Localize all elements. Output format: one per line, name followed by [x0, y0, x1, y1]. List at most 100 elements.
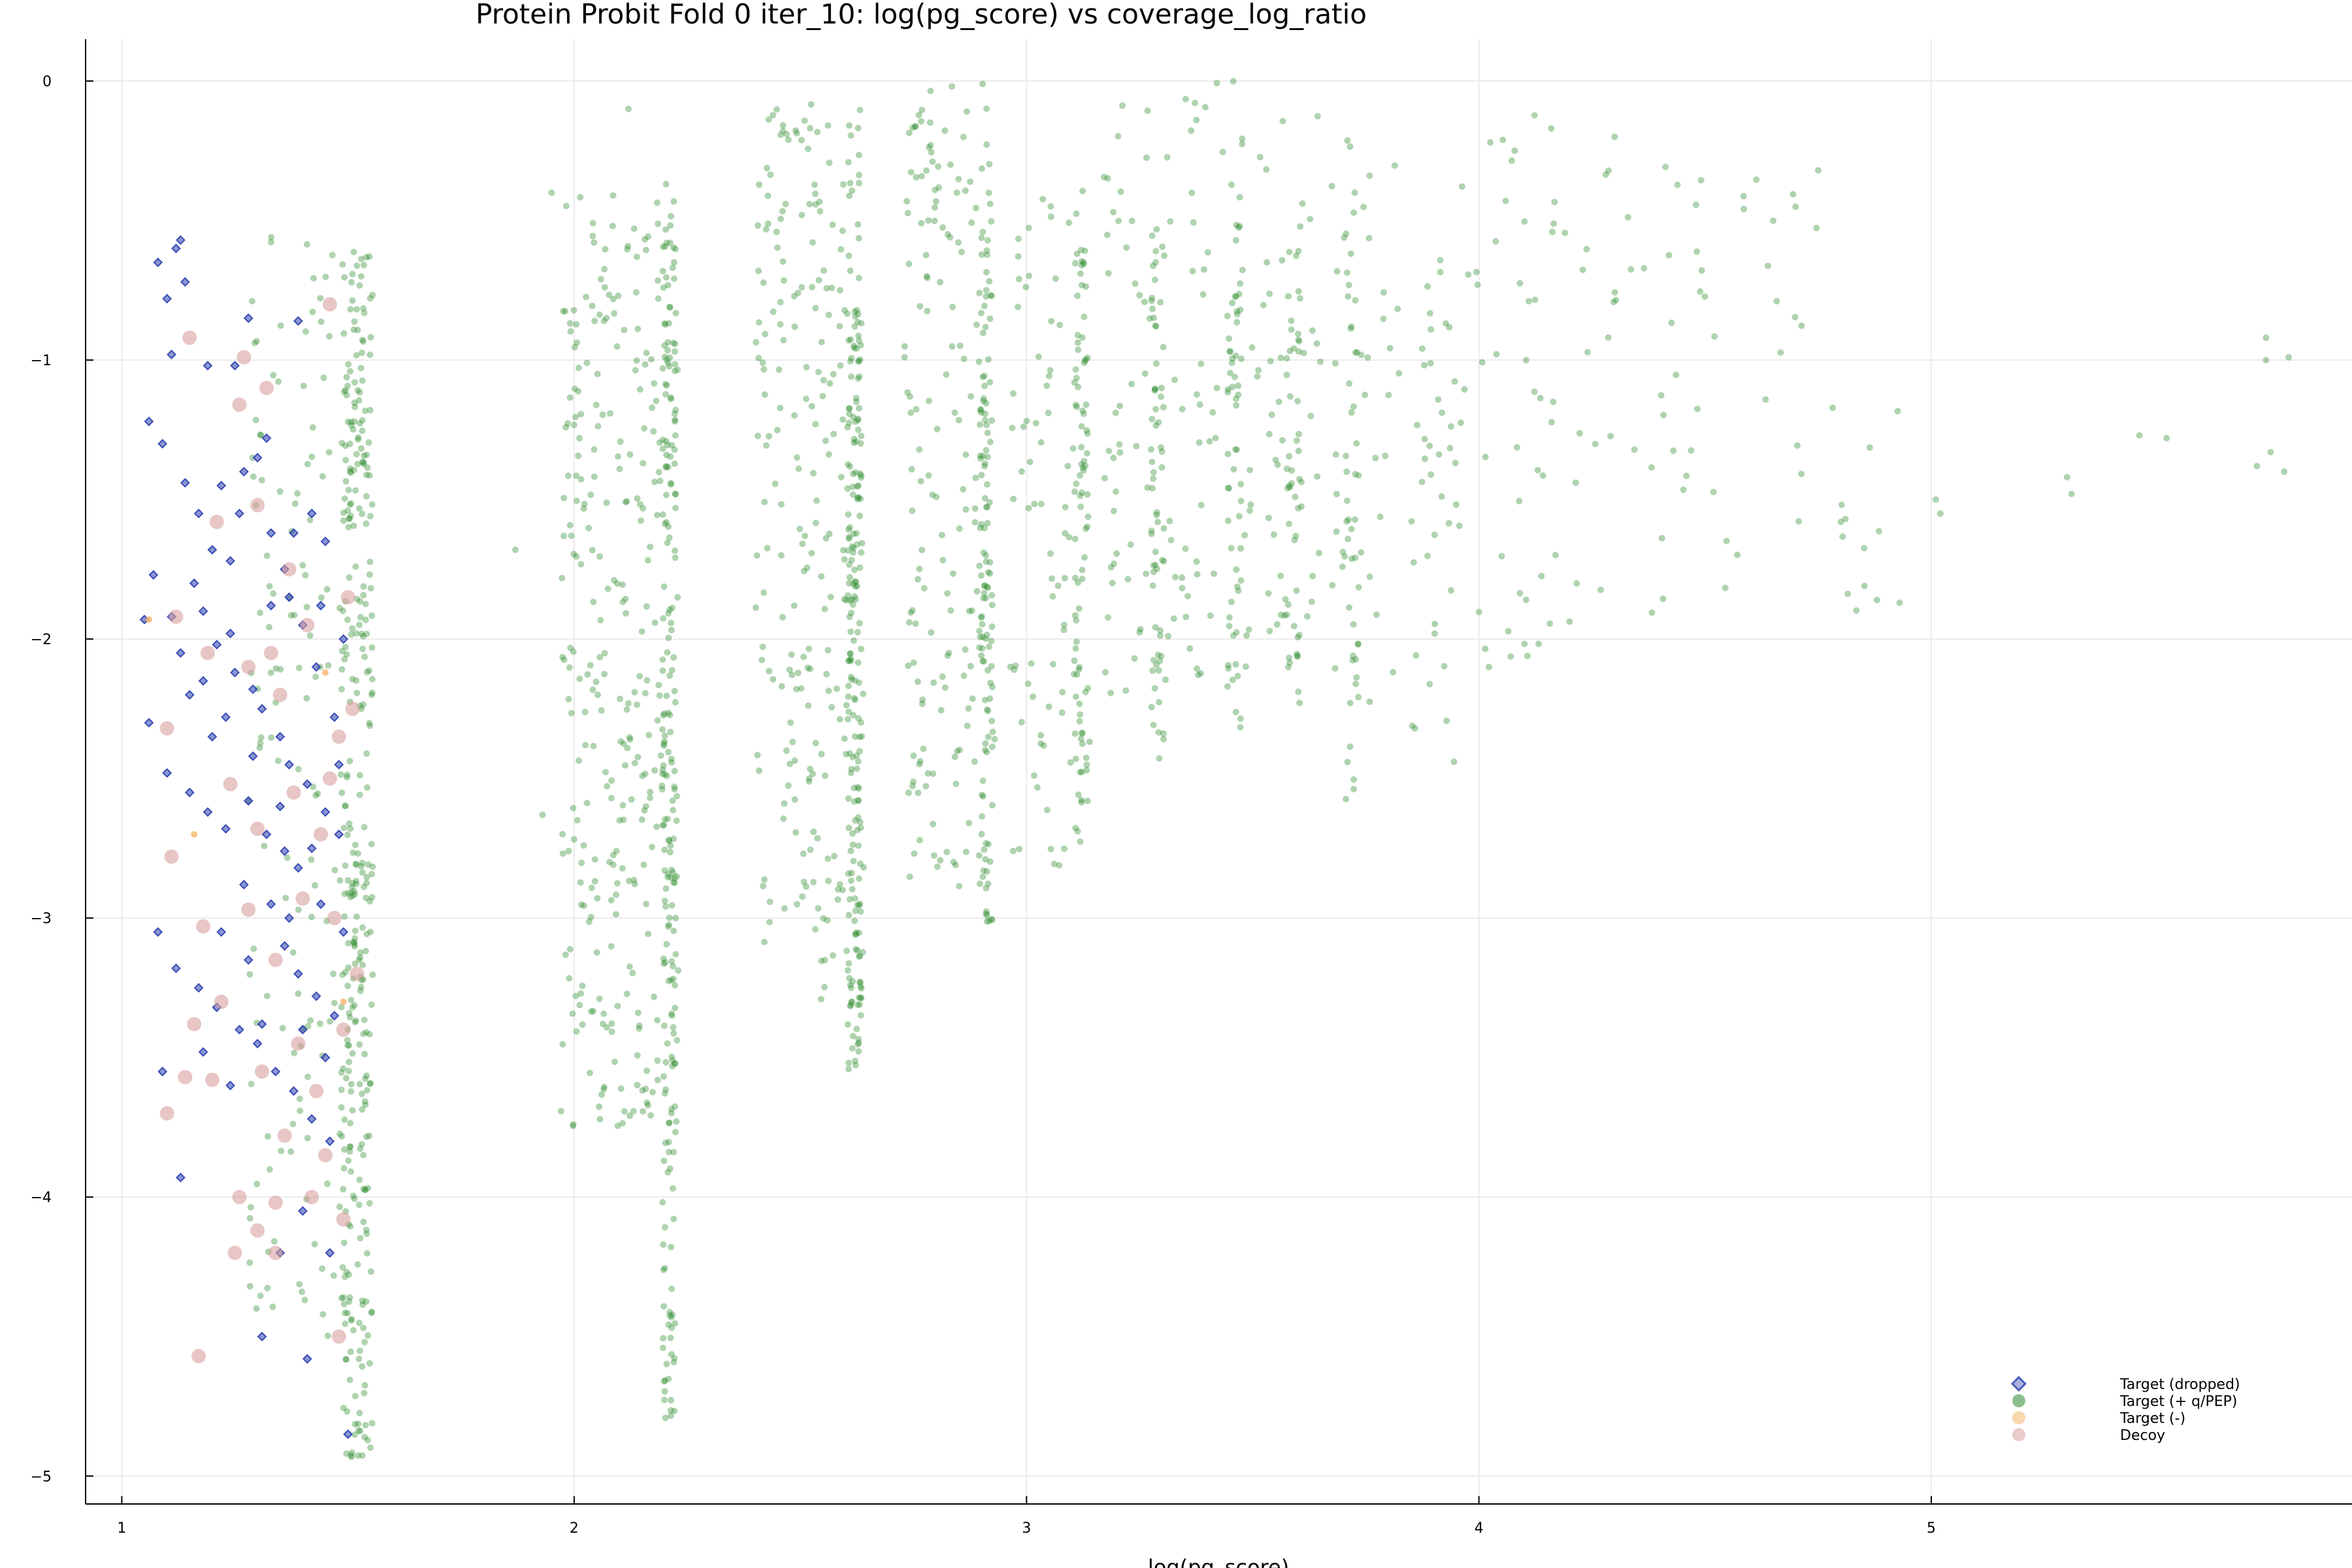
target-q-pep-point: [359, 417, 366, 424]
target-q-pep-point: [668, 1010, 675, 1017]
target-q-pep-point: [1482, 453, 1489, 461]
target-q-pep-point: [836, 715, 843, 723]
target-dropped-point: [171, 963, 181, 973]
target-q-pep-point: [580, 841, 587, 849]
target-q-pep-point: [660, 762, 667, 769]
target-q-pep-point: [1573, 580, 1580, 587]
target-q-pep-point: [648, 843, 655, 851]
target-q-pep-point: [846, 613, 853, 621]
target-q-pep-point: [1631, 446, 1638, 453]
target-q-pep-point: [1447, 587, 1454, 594]
target-q-pep-point: [668, 1012, 676, 1019]
target-q-pep-point: [575, 365, 582, 372]
target-q-pep-point: [1141, 370, 1149, 377]
target-q-pep-point: [849, 483, 857, 491]
target-q-pep-point: [850, 544, 857, 551]
y-tick-label: −5: [31, 1469, 52, 1485]
target-q-pep-point: [664, 1040, 671, 1047]
target-dropped-point: [334, 759, 344, 770]
target-q-pep-point: [820, 267, 827, 274]
target-q-pep-point: [343, 374, 350, 381]
target-q-pep-point: [1286, 248, 1293, 255]
target-q-pep-point: [1475, 608, 1482, 615]
target-q-pep-point: [949, 303, 956, 310]
target-q-pep-point: [774, 244, 781, 251]
target-q-pep-point: [569, 1010, 576, 1017]
target-q-pep-point: [342, 442, 349, 449]
target-q-pep-point: [1224, 312, 1231, 319]
target-q-pep-point: [589, 233, 596, 240]
target-dropped-point: [343, 1429, 353, 1439]
target-q-pep-point: [1894, 408, 1901, 415]
target-q-pep-point: [661, 320, 668, 327]
target-q-pep-point: [855, 333, 862, 340]
target-q-pep-point: [360, 461, 367, 468]
target-q-pep-point: [666, 711, 674, 719]
target-q-pep-point: [1239, 140, 1246, 148]
target-q-pep-point: [359, 427, 366, 434]
target-q-pep-point: [985, 189, 992, 197]
target-q-pep-point: [1344, 269, 1351, 276]
target-q-pep-point: [253, 1305, 260, 1312]
target-q-pep-point: [857, 953, 864, 960]
target-q-pep-point: [539, 811, 546, 819]
target-q-pep-point: [949, 343, 956, 350]
target-q-pep-point: [825, 311, 832, 318]
target-q-pep-point: [1548, 419, 1555, 426]
target-q-pep-point: [849, 753, 857, 760]
target-q-pep-point: [360, 1030, 367, 1037]
target-q-pep-point: [766, 919, 773, 926]
target-q-pep-point: [1186, 645, 1194, 652]
target-q-pep-point: [1673, 371, 1680, 378]
target-q-pep-point: [246, 1282, 253, 1290]
target-dropped-point: [184, 787, 195, 798]
target-q-pep-point: [655, 220, 662, 227]
target-q-pep-point: [845, 1066, 852, 1073]
target-q-pep-point: [366, 667, 373, 674]
target-q-pep-point: [978, 791, 985, 798]
target-q-pep-point: [1010, 495, 1017, 502]
target-q-pep-point: [977, 633, 984, 640]
target-q-pep-point: [981, 589, 988, 596]
target-q-pep-point: [755, 222, 762, 229]
target-q-pep-point: [1641, 265, 1648, 272]
decoy-point: [232, 397, 247, 412]
target-q-pep-point: [670, 198, 678, 205]
target-q-pep-point: [1245, 626, 1252, 633]
target-q-pep-point: [368, 1308, 375, 1315]
target-q-pep-point: [661, 738, 668, 745]
target-q-pep-point: [304, 1135, 311, 1142]
target-q-pep-point: [1362, 391, 1369, 399]
target-q-pep-point: [1876, 528, 1883, 535]
target-q-pep-point: [1866, 444, 1873, 451]
target-q-pep-point: [854, 947, 861, 954]
target-q-pep-point: [661, 1090, 668, 1097]
target-q-pep-point: [907, 609, 915, 616]
target-q-pep-point: [1224, 517, 1232, 524]
target-q-pep-point: [660, 1073, 667, 1080]
target-q-pep-point: [2063, 474, 2070, 481]
target-dropped-point: [171, 243, 181, 253]
target-q-pep-point: [1246, 507, 1253, 514]
target-q-pep-point: [1110, 454, 1117, 461]
target-q-pep-point: [296, 1095, 303, 1102]
target-q-pep-point: [573, 497, 580, 504]
target-q-pep-point: [855, 659, 862, 666]
target-q-pep-point: [357, 1145, 364, 1152]
target-q-pep-point: [363, 1250, 370, 1257]
target-q-pep-point: [833, 685, 840, 693]
target-q-pep-point: [642, 770, 649, 777]
target-q-pep-point: [1045, 703, 1053, 710]
target-q-pep-point: [1698, 267, 1705, 274]
target-q-pep-point: [855, 310, 862, 318]
target-q-pep-point: [591, 239, 598, 246]
target-q-pep-point: [595, 423, 602, 430]
target-q-pep-point: [571, 344, 578, 351]
target-q-pep-point: [627, 451, 634, 458]
target-q-pep-point: [846, 574, 853, 581]
target-q-pep-point: [364, 1437, 371, 1444]
target-q-pep-point: [752, 604, 759, 612]
target-q-pep-point: [647, 789, 654, 796]
target-q-pep-point: [1152, 360, 1160, 367]
target-q-pep-point: [857, 356, 864, 363]
